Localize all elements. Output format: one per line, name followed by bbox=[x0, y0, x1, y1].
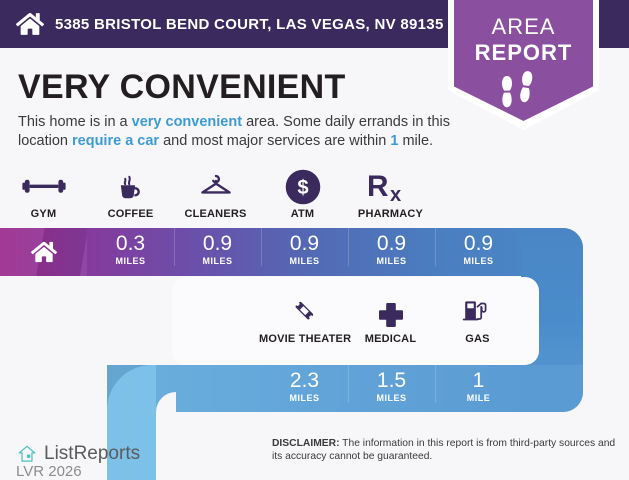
svg-text:$: $ bbox=[297, 177, 308, 199]
svg-text:x: x bbox=[390, 184, 402, 205]
svg-text:R: R bbox=[367, 170, 389, 203]
